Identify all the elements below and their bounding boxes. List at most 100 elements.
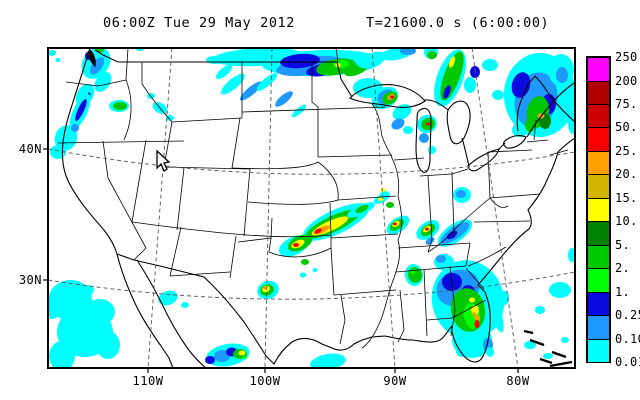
precip-blob [301,259,309,265]
islands [523,329,573,368]
lat-tick-label: 40N [18,142,42,156]
precip-blob [436,255,446,263]
axis-ticks [43,148,519,373]
precip-blob [419,133,429,143]
colorbar-level-label: 0.25 [615,308,640,323]
precip-blob [291,104,307,118]
colorbar-cell [587,150,610,176]
precip-blob [393,222,397,226]
precip-blob [456,190,466,198]
precip-blob [314,228,322,234]
precip-blob [214,350,230,362]
precip-blob [355,204,369,214]
precip-blob [293,243,299,247]
colorbar-cell [587,80,610,105]
precip-blob [403,126,413,134]
precip-blob [391,118,405,130]
precip-blob [448,56,456,68]
precip-blob [474,320,480,328]
precip-blob [482,59,498,71]
colorbar-level-label: 5. [615,237,631,252]
precip-blob [166,115,174,121]
precip-blob [310,353,346,368]
precip-blob [390,95,394,99]
colorbar-cell [587,291,610,317]
precip-blob [512,123,528,137]
precip-blob [511,72,531,98]
precip-blob [89,57,105,75]
precip-blob [275,91,293,107]
lat-tick-label: 30N [18,273,42,287]
precip-blob [525,118,535,132]
precip-blob [82,285,94,295]
precip-blob [392,104,412,120]
precip-blob [280,53,320,69]
precip-blob [113,102,127,110]
precip-blob [400,48,416,55]
plot-title-elapsed: T=21600.0 s (6:00:00) [366,15,550,31]
lon-tick-label: 80W [506,374,530,388]
colorbar-level-label: 1. [615,284,631,299]
precip-blob [549,282,571,298]
precip-blob [238,350,246,356]
precip-blob [256,73,278,91]
precip-blob [75,99,87,121]
mouse-cursor [156,149,171,172]
precip-blob [535,306,545,314]
precip-blob [71,124,79,132]
gridlines [48,48,575,368]
coastline-layer [61,48,575,368]
precip-blob [55,58,61,62]
great-lakes [349,84,527,173]
precip-blob [474,315,480,321]
precip-blob [556,67,568,83]
colorbar-level-label: 10. [615,214,638,229]
precip-blob [469,297,475,303]
precip-blob [427,51,437,59]
precip-blob [446,230,458,240]
precip-blob [568,248,575,262]
precip-blob [96,331,120,359]
colorbar-cell [587,197,610,223]
precip-blob [490,297,504,333]
precip-blob [380,191,390,199]
precip-blob [492,90,504,100]
precip-blob [147,93,155,99]
colorbar-level-label: 2. [615,261,631,276]
colorbar-cell [587,315,610,340]
precip-blob [221,73,245,95]
colorbar-level-label: 20. [615,167,638,182]
precip-blob [443,85,451,99]
precip-blob [158,290,178,306]
colorbar-cell [587,244,610,270]
precip-blob [312,268,318,272]
colorbar-level-label: 0.10 [615,331,640,346]
precip-blob [357,51,387,69]
precip-blob [386,202,394,208]
precip-blob [543,353,553,359]
colorbar-cell [587,338,610,363]
precip-blob [94,72,112,92]
precip-blob [464,77,476,93]
colorbar-cell [587,127,610,152]
colorbar-cell [587,57,610,82]
colorbar-level-label: 75. [615,96,638,111]
precip-blob [486,347,494,357]
lon-tick-label: 110W [132,374,164,388]
colorbar-level-label: 200. [615,73,640,88]
precip-blob [426,122,430,126]
state-borders-layer [57,48,569,349]
precip-blob [263,286,267,290]
precip-blob [205,356,215,364]
precip-blob [85,299,115,325]
colorbar-level-label: 15. [615,190,638,205]
precip-blob [333,60,349,68]
colorbar-cell [587,221,610,246]
precip-blob [567,90,575,134]
precip-blob [239,81,263,101]
colorbar-level-label: 0.01 [615,355,640,369]
colorbar-level-label: 250. [615,50,640,64]
plot-title-datetime: 06:00Z Tue 29 May 2012 [103,15,296,31]
precip-blob [428,146,436,154]
